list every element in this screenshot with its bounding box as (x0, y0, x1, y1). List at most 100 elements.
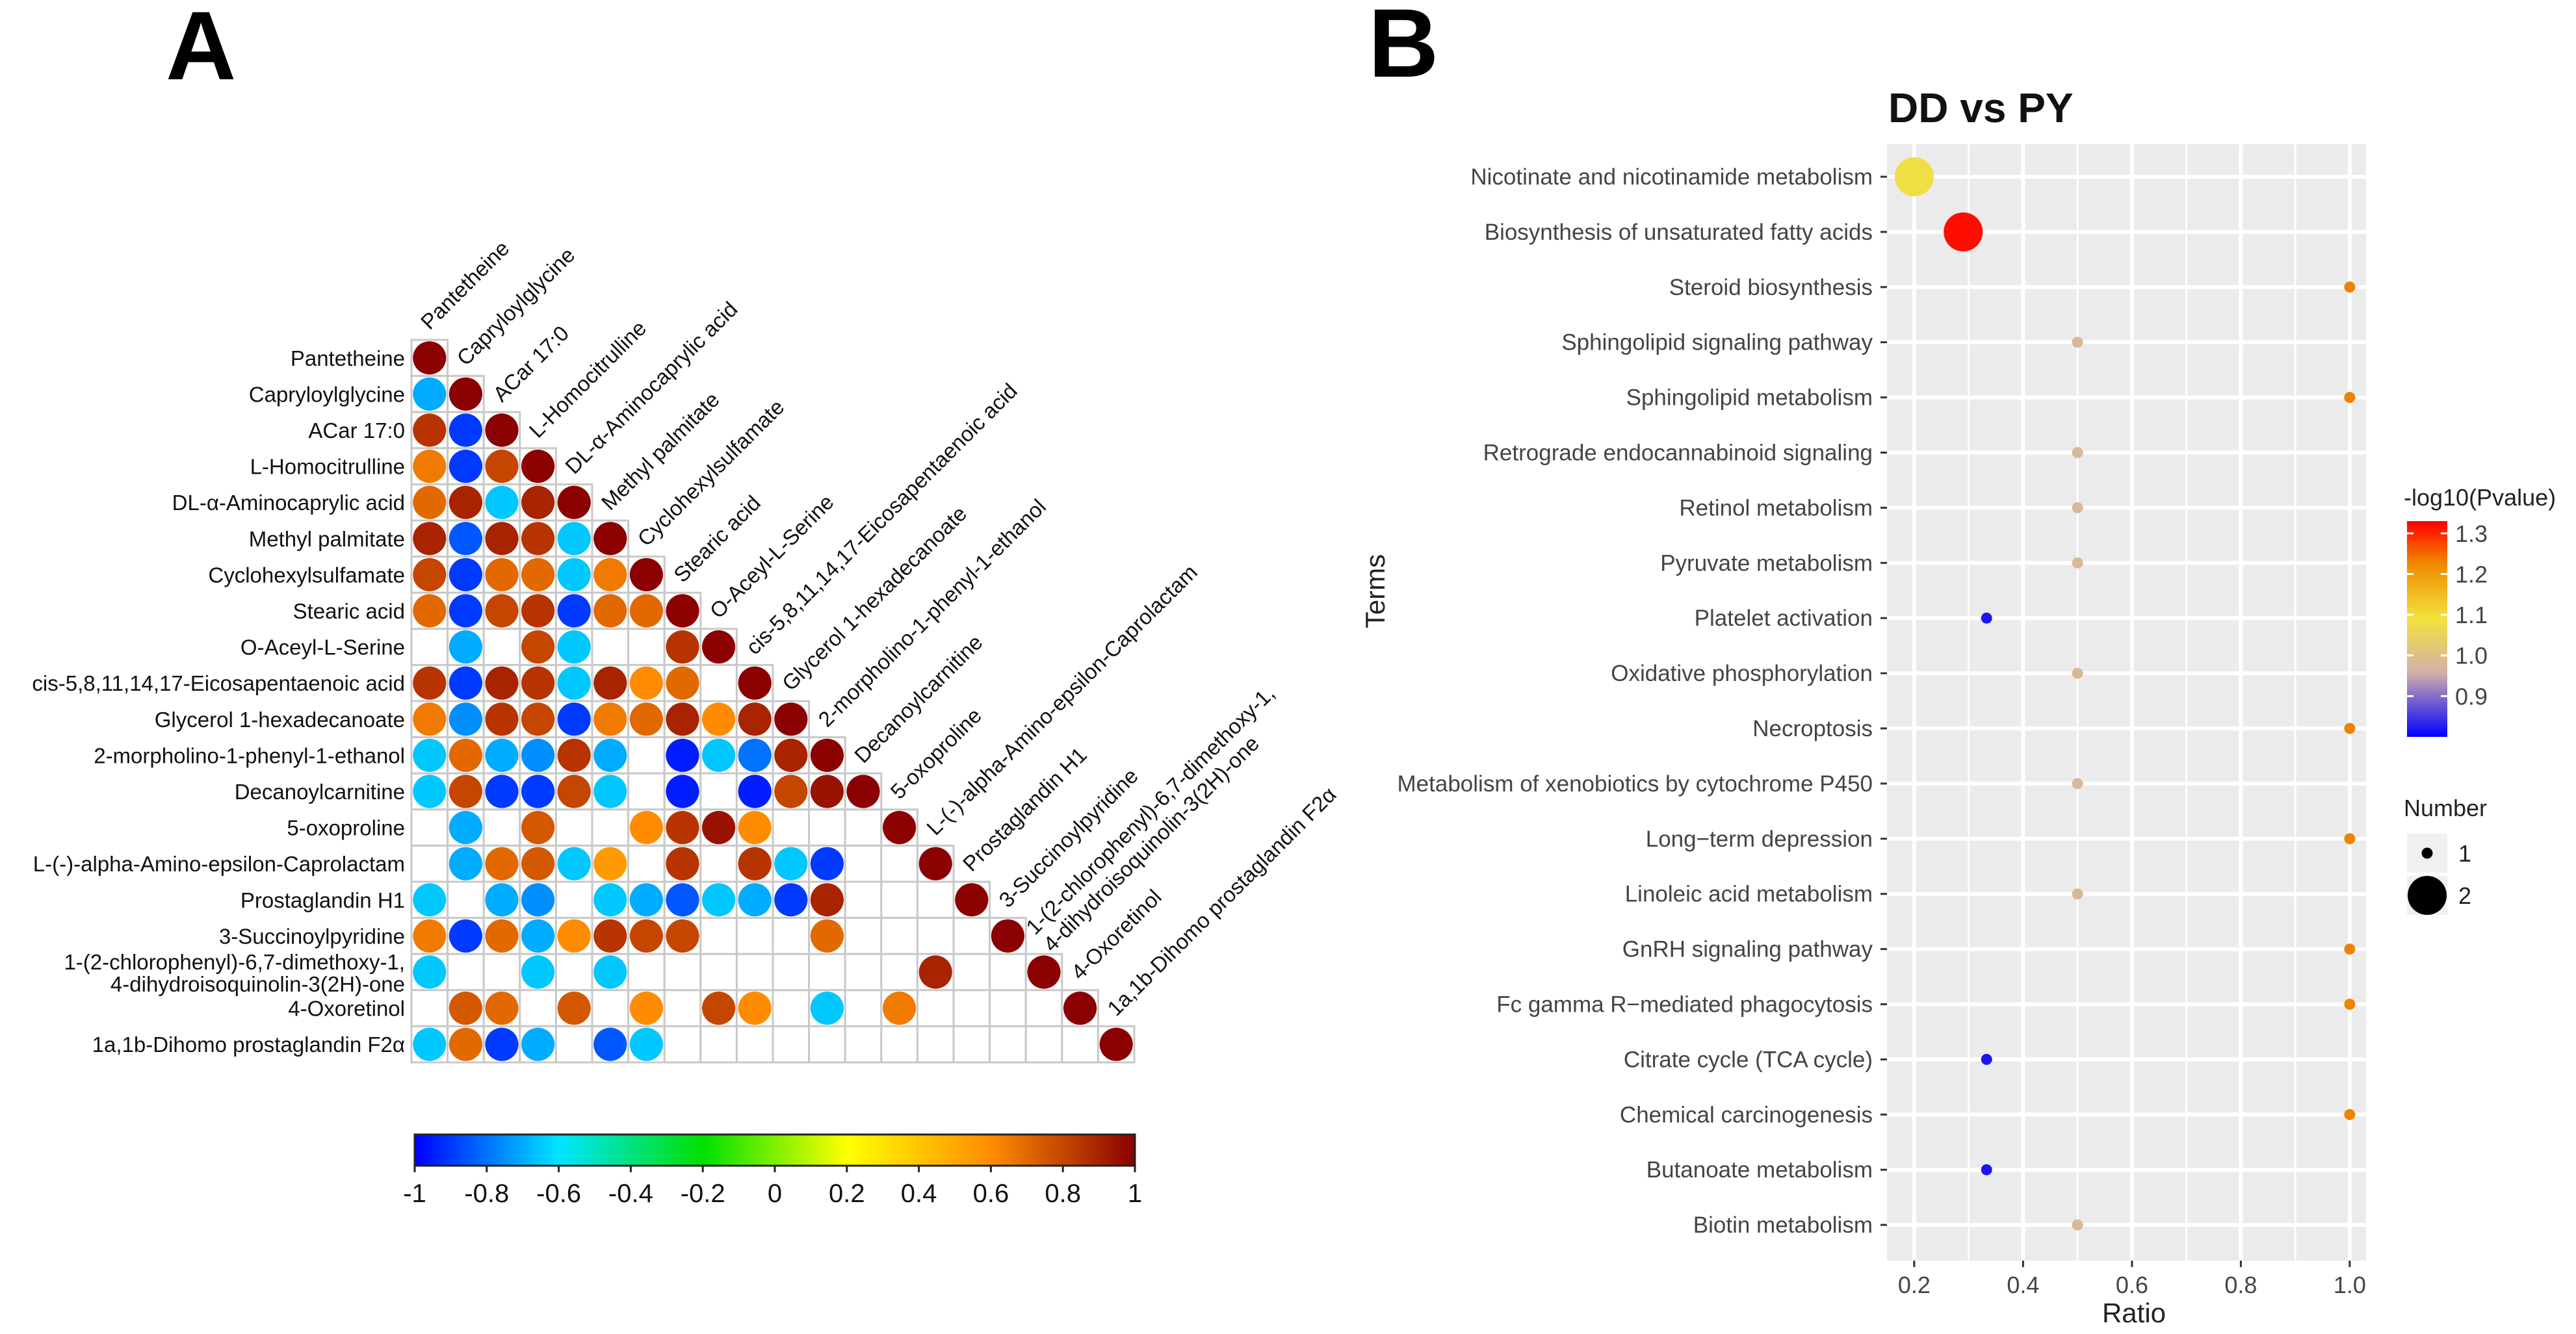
row-label: DL-α-Aminocaprylic acid (172, 491, 405, 515)
correlation-circle (629, 594, 663, 628)
grid-cell (952, 989, 991, 1027)
correlation-circle (557, 630, 591, 664)
enrichment-point (2072, 337, 2083, 348)
grid-cell (591, 808, 630, 847)
grid-cell (554, 880, 593, 919)
correlation-circle (521, 1027, 555, 1061)
correlation-circle (593, 558, 627, 591)
color-legend-tick-label: 1.3 (2455, 520, 2488, 547)
enrichment-point (2072, 667, 2083, 679)
correlation-circle (774, 883, 808, 917)
grid-cell (735, 917, 774, 955)
correlation-circle (449, 811, 482, 845)
correlation-circle (485, 775, 519, 808)
correlation-circle (449, 847, 482, 880)
size-legend-label: 1 (2458, 840, 2471, 867)
correlation-circle (413, 738, 447, 772)
grid-cell (699, 663, 738, 702)
term-label: Steroid biosynthesis (1669, 275, 1873, 300)
correlation-circle (593, 1027, 627, 1061)
correlation-circle (449, 450, 482, 483)
grid-cell (519, 989, 557, 1027)
correlation-circle (666, 775, 699, 808)
y-axis-label: Terms (1360, 554, 1390, 628)
enrichment-point (2072, 888, 2083, 900)
correlation-circle (666, 811, 699, 845)
colorbar-tick-label: 1 (1128, 1179, 1142, 1208)
correlation-circle (485, 992, 519, 1025)
chart-title: DD vs PY (1888, 84, 2074, 131)
grid-cell (916, 1025, 955, 1064)
row-label: 1a,1b-Dihomo prostaglandin F2α (92, 1033, 405, 1057)
correlation-circle (557, 666, 591, 700)
row-label: L-(-)-alpha-Amino-epsilon-Caprolactam (33, 852, 405, 876)
correlation-circle (449, 666, 482, 700)
correlation-circle (738, 702, 772, 736)
correlation-circle (702, 738, 736, 772)
grid-cell (772, 1025, 811, 1064)
correlation-circle (702, 702, 736, 736)
correlation-circle (593, 738, 627, 772)
color-legend-tick-label: 0.9 (2455, 683, 2488, 710)
correlation-circle (810, 847, 844, 880)
correlation-circle (413, 702, 447, 736)
size-legend-label: 2 (2458, 882, 2471, 909)
size-legend-dot (2421, 847, 2433, 859)
term-label: Long−term depression (1646, 827, 1873, 852)
correlation-circle (1063, 992, 1097, 1025)
color-legend-title: -log10(Pvalue) (2404, 484, 2556, 511)
correlation-circle (485, 594, 519, 628)
grid-cell (663, 989, 702, 1027)
colorbar-gradient (413, 1133, 1136, 1167)
row-label: Cyclohexylsulfamate (208, 563, 405, 587)
correlation-circle (629, 666, 663, 700)
correlation-circle (521, 847, 555, 880)
correlation-circle (593, 666, 627, 700)
panel-b-label: B (1368, 0, 1438, 97)
row-label: Capryloylglycine (249, 382, 405, 406)
correlation-circle (666, 630, 699, 664)
correlation-circle (413, 522, 447, 556)
row-label: ACar 17:0 (308, 418, 405, 443)
enrichment-point (2072, 447, 2083, 458)
grid-cell (916, 880, 955, 919)
row-labels: Pantetheine Capryloylglycine ACar 17:0 L-Ho… (32, 346, 405, 1057)
correlation-circle (521, 883, 555, 917)
row-label: 2-morpholino-1-phenyl-1-ethanol (94, 743, 405, 767)
term-label: Linoleic acid metabolism (1625, 882, 1873, 907)
enrichment-point (2344, 943, 2356, 955)
correlation-circle (593, 955, 627, 989)
correlation-circle (521, 738, 555, 772)
correlation-circle (485, 1027, 519, 1061)
row-label: Decanoylcarnitine (235, 780, 405, 804)
correlation-circle (449, 377, 482, 411)
correlation-circle (449, 485, 482, 519)
correlation-circle (413, 1027, 447, 1061)
correlation-circle (485, 919, 519, 953)
correlation-circle (738, 666, 772, 700)
correlation-circle (557, 522, 591, 556)
correlation-circle (666, 702, 699, 736)
grid-cell (772, 808, 811, 847)
correlation-circle (521, 594, 555, 628)
correlation-circle (413, 666, 447, 700)
x-tick-label: 0.6 (2116, 1272, 2148, 1298)
correlation-circle (955, 883, 989, 917)
grid-cell (410, 628, 449, 666)
size-legend-title: Number (2404, 795, 2487, 821)
grid-cell (447, 880, 485, 919)
colorbar-tick-label: 0.2 (829, 1179, 865, 1208)
correlation-circle (557, 702, 591, 736)
grid-cell (989, 989, 1027, 1027)
grid-cell (482, 953, 521, 992)
correlation-circle (666, 594, 699, 628)
correlation-circle (413, 558, 447, 591)
grid-cell (663, 1025, 702, 1064)
correlation-circle (629, 883, 663, 917)
grid-cell (410, 989, 449, 1027)
row-label: Glycerol 1-hexadecanoate (155, 708, 405, 732)
grid-cell (1061, 1025, 1099, 1064)
correlation-grid (410, 339, 1136, 1064)
correlation-circle (774, 702, 808, 736)
correlation-circle (702, 630, 736, 664)
